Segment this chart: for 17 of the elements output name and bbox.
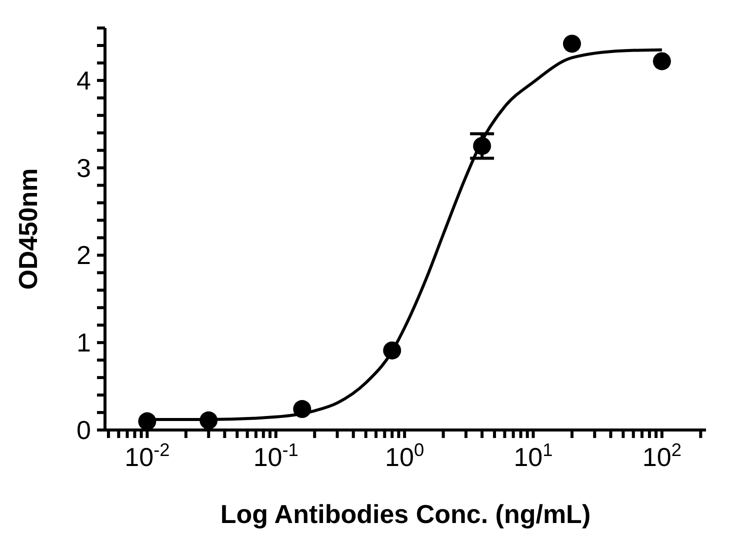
y-tick-label: 0: [76, 415, 91, 445]
x-tick-label: 10$^{0}$: [385, 440, 424, 472]
y-axis-title: OD450nm: [13, 168, 44, 290]
x-tick-label: 10$^{1}$: [514, 440, 553, 472]
point: [562, 34, 581, 53]
point: [652, 52, 671, 70]
point: [293, 400, 312, 418]
x-tick-label: 10$^{-2}$: [124, 440, 170, 472]
y-tick-label: 3: [76, 152, 91, 183]
y-tick-label: 2: [76, 240, 91, 270]
point: [473, 136, 492, 155]
y-tick-label: 4: [76, 65, 91, 96]
x-axis-title: Log Antibodies Conc. (ng/mL): [220, 499, 591, 529]
x-tick-label: 10$^{2}$: [642, 440, 682, 472]
x-tick-label: 10$^{-1}$: [253, 440, 298, 472]
point: [383, 341, 402, 360]
y-tick-label: 1: [76, 328, 91, 358]
